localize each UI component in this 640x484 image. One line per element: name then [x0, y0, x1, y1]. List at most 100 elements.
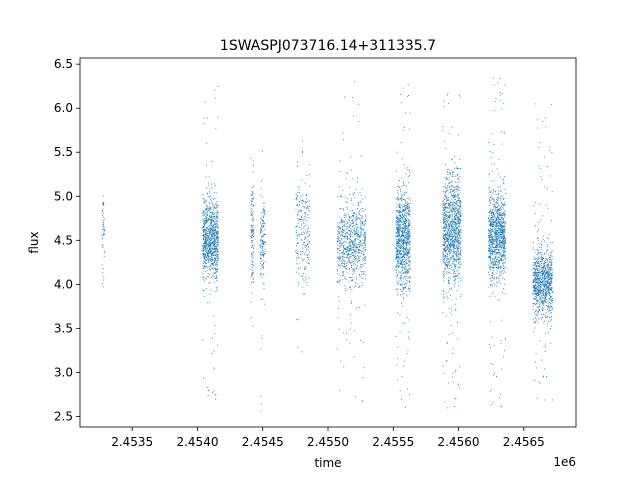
data-point [341, 252, 343, 254]
data-point [445, 221, 447, 222]
data-point [252, 192, 254, 194]
data-point [445, 254, 447, 256]
data-point [361, 216, 363, 218]
data-point [452, 246, 454, 248]
data-point [453, 268, 455, 270]
data-point [397, 210, 399, 212]
data-point [397, 284, 399, 286]
data-point [340, 228, 342, 230]
data-point [208, 211, 210, 213]
data-point [345, 248, 347, 250]
data-point [263, 209, 265, 211]
data-point [343, 266, 345, 268]
data-point [351, 240, 353, 242]
data-point [252, 263, 254, 265]
data-point [251, 240, 253, 242]
data-point [503, 288, 504, 289]
data-point [352, 249, 354, 250]
data-point [450, 209, 452, 211]
data-point [202, 248, 204, 250]
data-point [261, 212, 263, 214]
data-point [408, 287, 409, 289]
data-point [260, 410, 262, 412]
data-point [443, 242, 445, 244]
data-point [396, 203, 398, 205]
data-point [204, 265, 206, 267]
data-point [445, 235, 447, 237]
data-point [504, 216, 506, 218]
data-point [448, 272, 450, 274]
data-point [339, 274, 341, 276]
data-point [455, 259, 457, 261]
data-point [458, 134, 460, 136]
data-point [403, 289, 405, 291]
data-point [204, 256, 206, 258]
data-point [444, 140, 446, 142]
data-point [202, 234, 204, 236]
data-point [213, 232, 215, 234]
data-point [492, 240, 494, 242]
data-point [400, 276, 401, 278]
data-point [453, 233, 455, 235]
data-point [449, 217, 451, 219]
data-point [502, 225, 504, 227]
data-point [343, 251, 345, 253]
data-point [212, 245, 214, 247]
data-point [454, 216, 456, 218]
data-point [395, 211, 397, 213]
data-point [302, 231, 304, 233]
data-point [213, 236, 215, 238]
data-point [337, 251, 339, 253]
data-point [354, 192, 355, 193]
data-point [502, 243, 504, 245]
data-point [444, 239, 446, 241]
data-point [364, 224, 365, 226]
data-point [212, 218, 214, 220]
data-point [209, 251, 211, 253]
data-point [259, 257, 261, 259]
data-point [458, 211, 460, 213]
data-point [457, 258, 459, 260]
data-point [449, 272, 451, 274]
data-point [252, 278, 254, 280]
data-point [217, 116, 219, 118]
data-point [493, 261, 495, 263]
data-point [405, 262, 407, 264]
data-point [345, 178, 347, 180]
data-point [203, 245, 205, 247]
data-point [211, 219, 213, 221]
data-point [489, 208, 491, 210]
data-point [458, 285, 460, 287]
data-point [351, 246, 352, 248]
data-point [299, 203, 300, 205]
data-point [202, 265, 204, 266]
data-point [359, 245, 361, 247]
data-point [398, 260, 400, 262]
data-point [340, 267, 342, 269]
data-point [498, 158, 500, 160]
data-point [396, 240, 398, 242]
data-point [205, 238, 207, 240]
data-point [502, 250, 504, 252]
data-point [298, 218, 300, 220]
data-point [397, 249, 398, 251]
data-point [263, 255, 264, 256]
data-point [364, 246, 366, 248]
data-point [454, 275, 456, 277]
data-point [340, 360, 342, 362]
data-point [443, 217, 445, 219]
data-point [355, 264, 357, 266]
data-point [443, 234, 445, 236]
data-point [211, 249, 213, 251]
data-point [455, 308, 457, 310]
data-point [402, 257, 404, 259]
data-point [352, 252, 354, 254]
data-point [451, 299, 453, 301]
data-point [444, 186, 446, 188]
data-point [341, 230, 343, 232]
data-point [217, 234, 219, 236]
data-point [211, 234, 212, 236]
data-point [214, 243, 216, 245]
data-point [450, 169, 452, 171]
data-point [402, 223, 404, 225]
